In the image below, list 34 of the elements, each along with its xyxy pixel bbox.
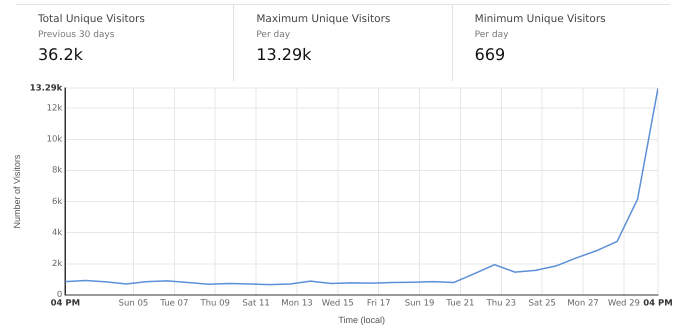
text: Per day [474, 30, 510, 40]
x-tick-label: Mon 13 [281, 298, 313, 308]
x-tick-label: Thu 23 [486, 298, 516, 308]
x-tick-label: 04 PM [50, 298, 80, 308]
x-tick-label: Tue 07 [159, 298, 188, 308]
text: Minimum Unique Visitors [474, 13, 607, 25]
text: Per day [256, 30, 292, 40]
x-tick-label: Wed 29 [608, 298, 640, 308]
y-tick-label: 12k [46, 103, 62, 114]
y-axis-title: Number of Visitors [12, 154, 22, 228]
y-tick-label: 13.29k [30, 83, 63, 94]
x-axis-title: Time (local) [338, 315, 386, 326]
x-tick-label: Sat 25 [528, 298, 556, 308]
y-tick-label: 8k [52, 166, 62, 176]
x-tick-label: Thu 09 [199, 298, 230, 308]
y-tick-label: 0 [56, 290, 62, 300]
x-tick-label: Tue 21 [445, 298, 474, 308]
x-tick-label: Sun 19 [404, 298, 434, 308]
y-tick-label: 10k [46, 134, 62, 145]
text: 13.29k [256, 45, 312, 64]
text: 669 [474, 45, 506, 64]
y-tick-label: 2k [52, 259, 62, 270]
text: Maximum Unique Visitors [256, 13, 392, 25]
x-tick-label: Mon 27 [567, 298, 599, 308]
y-tick-label: 6k [52, 196, 62, 207]
text: 36.2k [38, 45, 84, 64]
y-tick-label: 4k [52, 228, 62, 238]
text: Previous 30 days [38, 30, 116, 40]
x-tick-label: Sat 11 [242, 298, 270, 308]
x-tick-label: Fri 17 [366, 298, 391, 308]
x-tick-label: Sun 05 [118, 298, 148, 308]
x-tick-label: Wed 15 [322, 298, 354, 308]
x-tick-label: 04 PM [643, 298, 673, 308]
text: Total Unique Visitors [38, 13, 146, 25]
